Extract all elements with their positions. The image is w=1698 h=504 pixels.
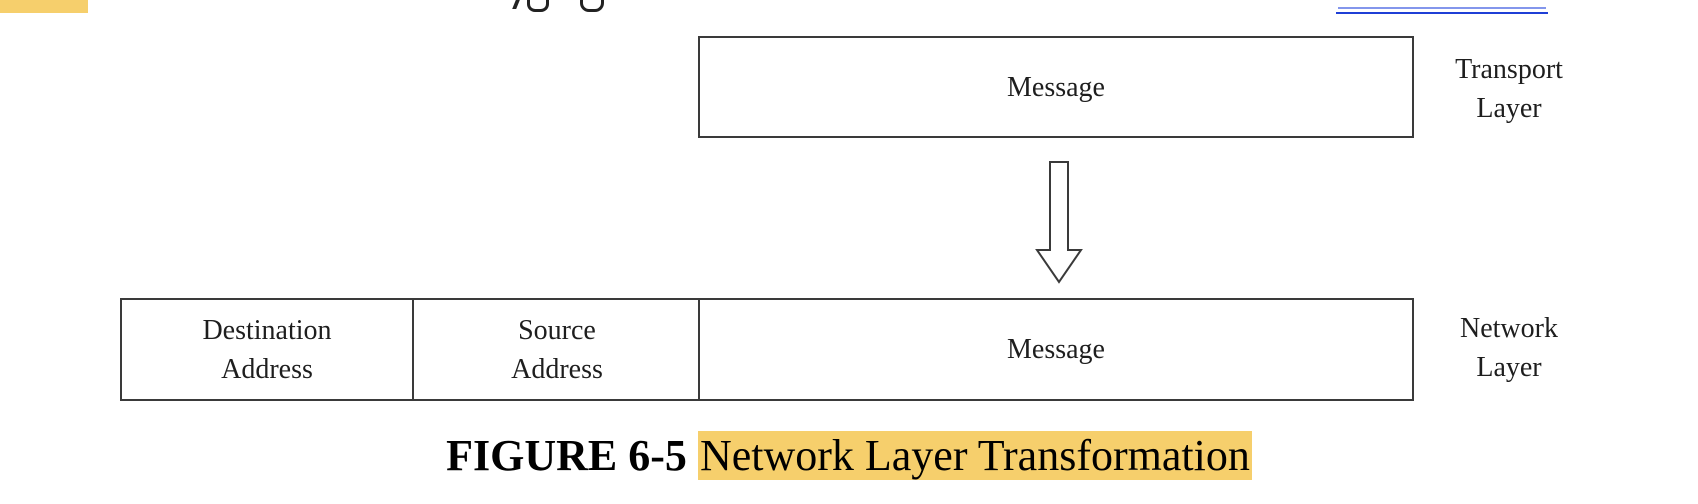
source-address-cell: Source Address (412, 300, 700, 399)
network-message-text: Message (1007, 334, 1105, 365)
transport-message-cell: Message (700, 38, 1412, 136)
destination-address-line1: Destination (202, 314, 332, 346)
destination-address-line2: Address (221, 353, 313, 385)
cropped-hyperlink-text (1338, 0, 1546, 9)
previous-text-line (0, 0, 1698, 14)
network-packet-box: Destination Address Source Address Messa… (120, 298, 1414, 401)
network-layer-label-line2: Layer (1476, 352, 1542, 383)
cropped-glyph (527, 0, 549, 12)
cropped-glyph (580, 0, 604, 12)
figure-number: FIGURE 6-5 (446, 431, 687, 480)
figure-title: Network Layer Transformation (697, 431, 1252, 480)
network-message-cell: Message (698, 300, 1412, 399)
transport-message-box: Message (698, 36, 1414, 138)
network-layer-label: Network Layer (1428, 309, 1590, 387)
network-layer-label-line1: Network (1460, 313, 1558, 344)
transport-layer-label-line2: Layer (1476, 93, 1542, 124)
cropped-glyph (498, 0, 520, 9)
down-arrow-icon (1035, 161, 1083, 284)
source-address-line2: Address (511, 353, 603, 385)
text-highlight (0, 0, 88, 13)
transport-layer-label-line1: Transport (1455, 54, 1563, 85)
figure-caption: FIGURE 6-5 Network Layer Transformation (0, 428, 1698, 484)
transport-message-text: Message (1007, 71, 1105, 103)
source-address-line1: Source (518, 314, 596, 346)
cropped-hyperlink[interactable] (1336, 0, 1548, 14)
transport-layer-label: Transport Layer (1428, 50, 1590, 128)
destination-address-cell: Destination Address (122, 300, 412, 399)
